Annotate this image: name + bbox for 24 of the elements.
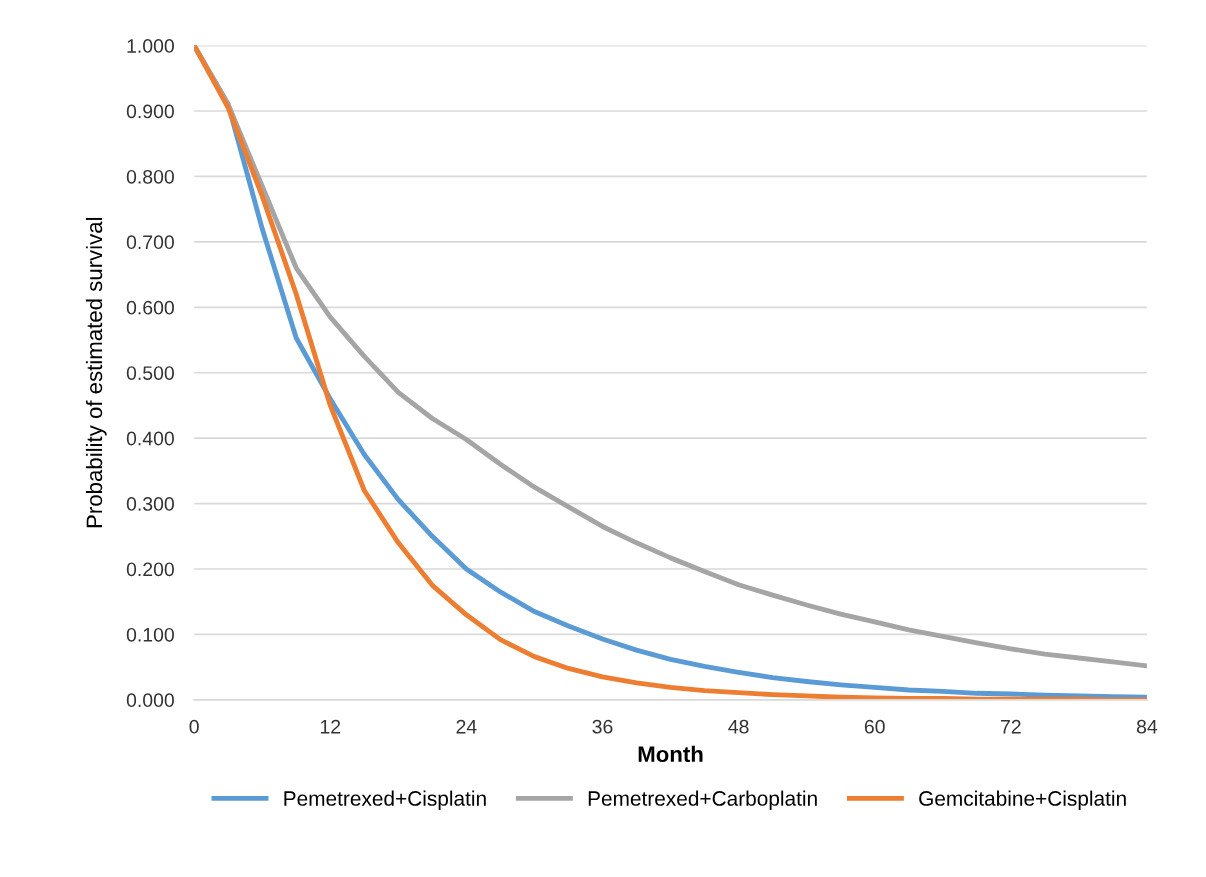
x-tick-label: 0 <box>189 719 199 734</box>
x-tick-label: 60 <box>864 719 885 734</box>
x-tick-label: 72 <box>1000 719 1021 734</box>
x-axis-title: Month <box>638 745 703 763</box>
y-tick-label: 0.000 <box>126 693 174 708</box>
y-tick-label: 0.100 <box>126 627 174 642</box>
legend-label: Pemetrexed+Carboplatin <box>588 790 817 810</box>
legend-label: Pemetrexed+Cisplatin <box>284 790 486 810</box>
y-axis-title: Probability of estimated survival <box>85 217 107 528</box>
x-tick-label: 84 <box>1136 719 1158 734</box>
y-tick-label: 0.600 <box>126 300 174 315</box>
x-tick-label: 48 <box>728 719 749 734</box>
y-tick-label: 0.800 <box>126 169 174 184</box>
y-tick-label: 0.700 <box>126 235 174 250</box>
x-tick-label: 36 <box>592 719 613 734</box>
x-tick-label: 24 <box>456 719 477 734</box>
y-tick-label: 0.900 <box>126 104 174 119</box>
y-tick-label: 1.000 <box>127 39 174 53</box>
y-tick-label: 0.200 <box>126 562 174 577</box>
y-tick-label: 0.300 <box>126 497 174 511</box>
legend-label: Gemcitabine+Cisplatin <box>919 790 1126 810</box>
x-tick-label: 12 <box>320 719 341 734</box>
y-tick-label: 0.400 <box>126 431 174 446</box>
y-tick-label: 0.500 <box>126 366 174 380</box>
